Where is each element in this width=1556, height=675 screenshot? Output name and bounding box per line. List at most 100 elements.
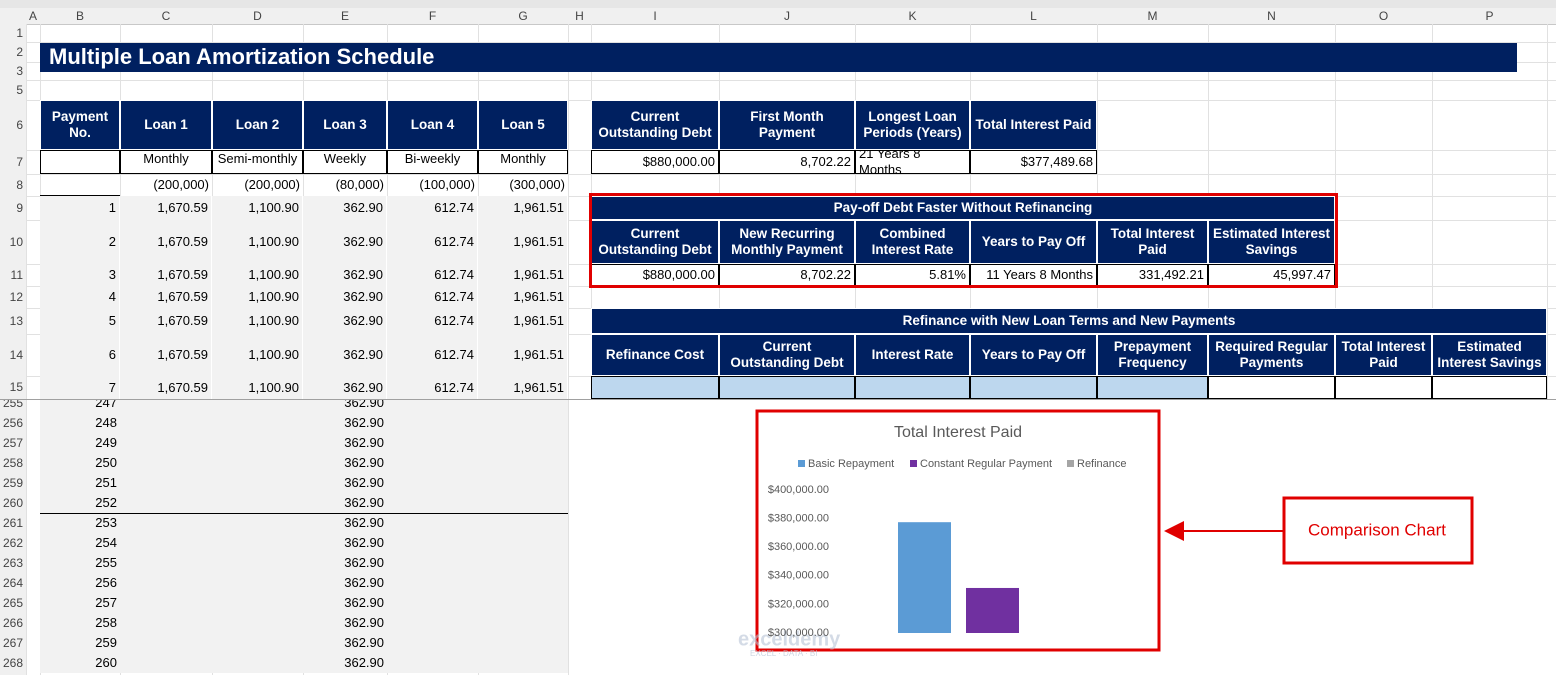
blank-cell xyxy=(40,150,120,174)
row-header: 8 xyxy=(0,174,26,196)
column-heading: Loan 4 xyxy=(387,100,478,150)
payment-cell: 362.90 xyxy=(303,433,387,453)
input-cell xyxy=(591,376,719,399)
payment-no: 258 xyxy=(40,613,120,633)
payment-cell: 362.90 xyxy=(303,473,387,493)
payment-cell: 1,961.51 xyxy=(478,376,568,399)
input-cell xyxy=(1208,376,1335,399)
payment-cell: 362.90 xyxy=(303,573,387,593)
column-header: F xyxy=(387,8,478,24)
payment-cell: 1,961.51 xyxy=(478,196,568,220)
payment-cell: 362.90 xyxy=(303,593,387,613)
section-title: Refinance with New Loan Terms and New Pa… xyxy=(591,308,1547,334)
column-heading: Refinance Cost xyxy=(591,334,719,376)
input-cell xyxy=(1335,376,1432,399)
payment-cell: 1,961.51 xyxy=(478,264,568,286)
payment-no: 257 xyxy=(40,593,120,613)
column-heading: Prepayment Frequency xyxy=(1097,334,1208,376)
principal: (200,000) xyxy=(212,174,303,196)
payment-cell: 612.74 xyxy=(387,220,478,264)
principal: (100,000) xyxy=(387,174,478,196)
payment-no: 251 xyxy=(40,473,120,493)
payment-cell: 362.90 xyxy=(303,308,387,334)
gridline xyxy=(568,400,569,675)
column-heading: Interest Rate xyxy=(855,334,970,376)
gridline xyxy=(26,400,27,675)
row-header: 267 xyxy=(0,633,26,653)
column-heading: Total Interest Paid xyxy=(970,100,1097,150)
payment-cell: 4 xyxy=(40,286,120,308)
column-header: O xyxy=(1335,8,1432,24)
input-cell xyxy=(719,376,855,399)
input-cell xyxy=(970,376,1097,399)
row-header: 14 xyxy=(0,334,26,376)
payment-no: 254 xyxy=(40,533,120,553)
payment-cell: 6 xyxy=(40,334,120,376)
payment-cell: 1,100.90 xyxy=(212,264,303,286)
row-header: 15 xyxy=(0,376,26,399)
payment-cell: 362.90 xyxy=(303,264,387,286)
payment-cell: 362.90 xyxy=(303,513,387,533)
payment-cell: 1,100.90 xyxy=(212,308,303,334)
payment-cell: 1,670.59 xyxy=(120,196,212,220)
payment-cell: 1,100.90 xyxy=(212,334,303,376)
row-header: 1 xyxy=(0,24,26,42)
row-header: 7 xyxy=(0,150,26,174)
row-header: 259 xyxy=(0,473,26,493)
column-header: G xyxy=(478,8,568,24)
payment-cell: 362.90 xyxy=(303,553,387,573)
column-heading: Years to Pay Off xyxy=(970,334,1097,376)
frequency: Semi-monthly xyxy=(212,150,303,174)
upper-pane: 12356789101112131415Multiple Loan Amorti… xyxy=(0,0,1556,399)
gridline xyxy=(26,80,1556,81)
row-header: 2 xyxy=(0,42,26,62)
row-header: 260 xyxy=(0,493,26,513)
column-heading: Total Interest Paid xyxy=(1335,334,1432,376)
input-cell xyxy=(1432,376,1547,399)
frequency: Weekly xyxy=(303,150,387,174)
payment-cell: 3 xyxy=(40,264,120,286)
payment-cell: 1,100.90 xyxy=(212,196,303,220)
payment-no: 249 xyxy=(40,433,120,453)
column-heading: Required Regular Payments xyxy=(1208,334,1335,376)
row-header: 11 xyxy=(0,264,26,286)
principal: (200,000) xyxy=(120,174,212,196)
row-header: 261 xyxy=(0,513,26,533)
column-header: D xyxy=(212,8,303,24)
row-header: 263 xyxy=(0,553,26,573)
column-heading: Estimated Interest Savings xyxy=(1432,334,1547,376)
payment-cell: 362.90 xyxy=(303,334,387,376)
payment-cell: 5 xyxy=(40,308,120,334)
column-heading: First Month Payment xyxy=(719,100,855,150)
payment-cell: 1,961.51 xyxy=(478,220,568,264)
frequency: Monthly xyxy=(120,150,212,174)
payment-cell: 362.90 xyxy=(303,453,387,473)
column-heading: Payment No. xyxy=(40,100,120,150)
payment-cell: 1,670.59 xyxy=(120,286,212,308)
payment-no: 250 xyxy=(40,453,120,473)
column-heading: Current Outstanding Debt xyxy=(591,100,719,150)
payment-cell: 362.90 xyxy=(303,286,387,308)
payment-no: 256 xyxy=(40,573,120,593)
column-heading: Longest Loan Periods (Years) xyxy=(855,100,970,150)
principal: (300,000) xyxy=(478,174,568,196)
summary-value: $880,000.00 xyxy=(591,150,719,174)
column-header: C xyxy=(120,8,212,24)
payment-no: 247 xyxy=(40,399,120,413)
column-header: I xyxy=(591,8,719,24)
row-header: 9 xyxy=(0,196,26,220)
payment-cell: 362.90 xyxy=(303,413,387,433)
row-header: 13 xyxy=(0,308,26,334)
payment-no: 260 xyxy=(40,653,120,673)
payment-cell: 362.90 xyxy=(303,613,387,633)
payment-cell: 1,961.51 xyxy=(478,286,568,308)
sheet-title: Multiple Loan Amortization Schedule xyxy=(40,43,1517,72)
row-header: 262 xyxy=(0,533,26,553)
column-header: M xyxy=(1097,8,1208,24)
row-header: 10 xyxy=(0,220,26,264)
payment-cell: 362.90 xyxy=(303,399,387,413)
payment-cell: 1,100.90 xyxy=(212,286,303,308)
payment-cell: 612.74 xyxy=(387,308,478,334)
payment-cell: 612.74 xyxy=(387,196,478,220)
payment-no: 252 xyxy=(40,493,120,513)
